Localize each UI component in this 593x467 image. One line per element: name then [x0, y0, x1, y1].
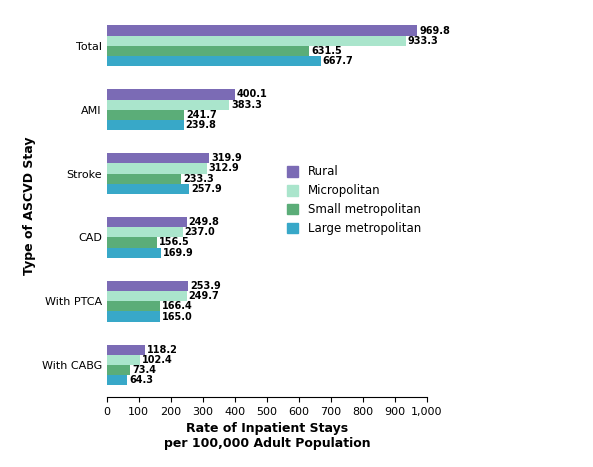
Bar — [107, 301, 160, 311]
Text: 400.1: 400.1 — [237, 89, 267, 99]
Text: 102.4: 102.4 — [142, 355, 172, 365]
Legend: Rural, Micropolitan, Small metropolitan, Large metropolitan: Rural, Micropolitan, Small metropolitan,… — [286, 165, 421, 235]
Bar — [107, 217, 187, 227]
Y-axis label: Type of ASCVD Stay: Type of ASCVD Stay — [23, 136, 36, 275]
Bar — [107, 99, 229, 110]
Text: 969.8: 969.8 — [419, 26, 450, 35]
Text: 73.4: 73.4 — [132, 365, 156, 375]
Bar — [107, 26, 417, 35]
Bar — [107, 248, 161, 258]
Bar — [107, 281, 188, 291]
Text: 169.9: 169.9 — [163, 248, 194, 258]
Text: 667.7: 667.7 — [323, 56, 353, 66]
Bar — [107, 291, 187, 301]
Bar — [107, 110, 184, 120]
Bar — [107, 89, 235, 99]
Text: 249.8: 249.8 — [189, 217, 219, 227]
Bar — [107, 184, 189, 194]
Text: 156.5: 156.5 — [159, 238, 190, 248]
Bar — [107, 46, 309, 56]
Bar — [107, 365, 130, 375]
Text: 312.9: 312.9 — [209, 163, 240, 173]
Text: 165.0: 165.0 — [161, 311, 192, 322]
Bar — [107, 35, 406, 46]
Bar — [107, 311, 160, 322]
Text: 237.0: 237.0 — [184, 227, 215, 237]
Text: 253.9: 253.9 — [190, 281, 221, 291]
Bar — [107, 56, 321, 66]
Text: 64.3: 64.3 — [129, 375, 153, 385]
Text: 631.5: 631.5 — [311, 46, 342, 56]
Bar — [107, 174, 181, 184]
X-axis label: Rate of Inpatient Stays
per 100,000 Adult Population: Rate of Inpatient Stays per 100,000 Adul… — [164, 422, 370, 450]
Bar — [107, 163, 207, 174]
Bar — [107, 355, 139, 365]
Bar — [107, 237, 157, 248]
Bar — [107, 375, 127, 385]
Text: 933.3: 933.3 — [407, 36, 438, 46]
Text: 257.9: 257.9 — [192, 184, 222, 194]
Text: 239.8: 239.8 — [186, 120, 216, 130]
Bar — [107, 227, 183, 237]
Text: 383.3: 383.3 — [231, 99, 262, 110]
Text: 319.9: 319.9 — [211, 153, 242, 163]
Text: 233.3: 233.3 — [183, 174, 214, 184]
Text: 118.2: 118.2 — [146, 345, 177, 355]
Bar — [107, 120, 183, 130]
Text: 166.4: 166.4 — [162, 301, 193, 311]
Text: 249.7: 249.7 — [189, 291, 219, 301]
Bar — [107, 345, 145, 355]
Text: 241.7: 241.7 — [186, 110, 217, 120]
Bar — [107, 153, 209, 163]
